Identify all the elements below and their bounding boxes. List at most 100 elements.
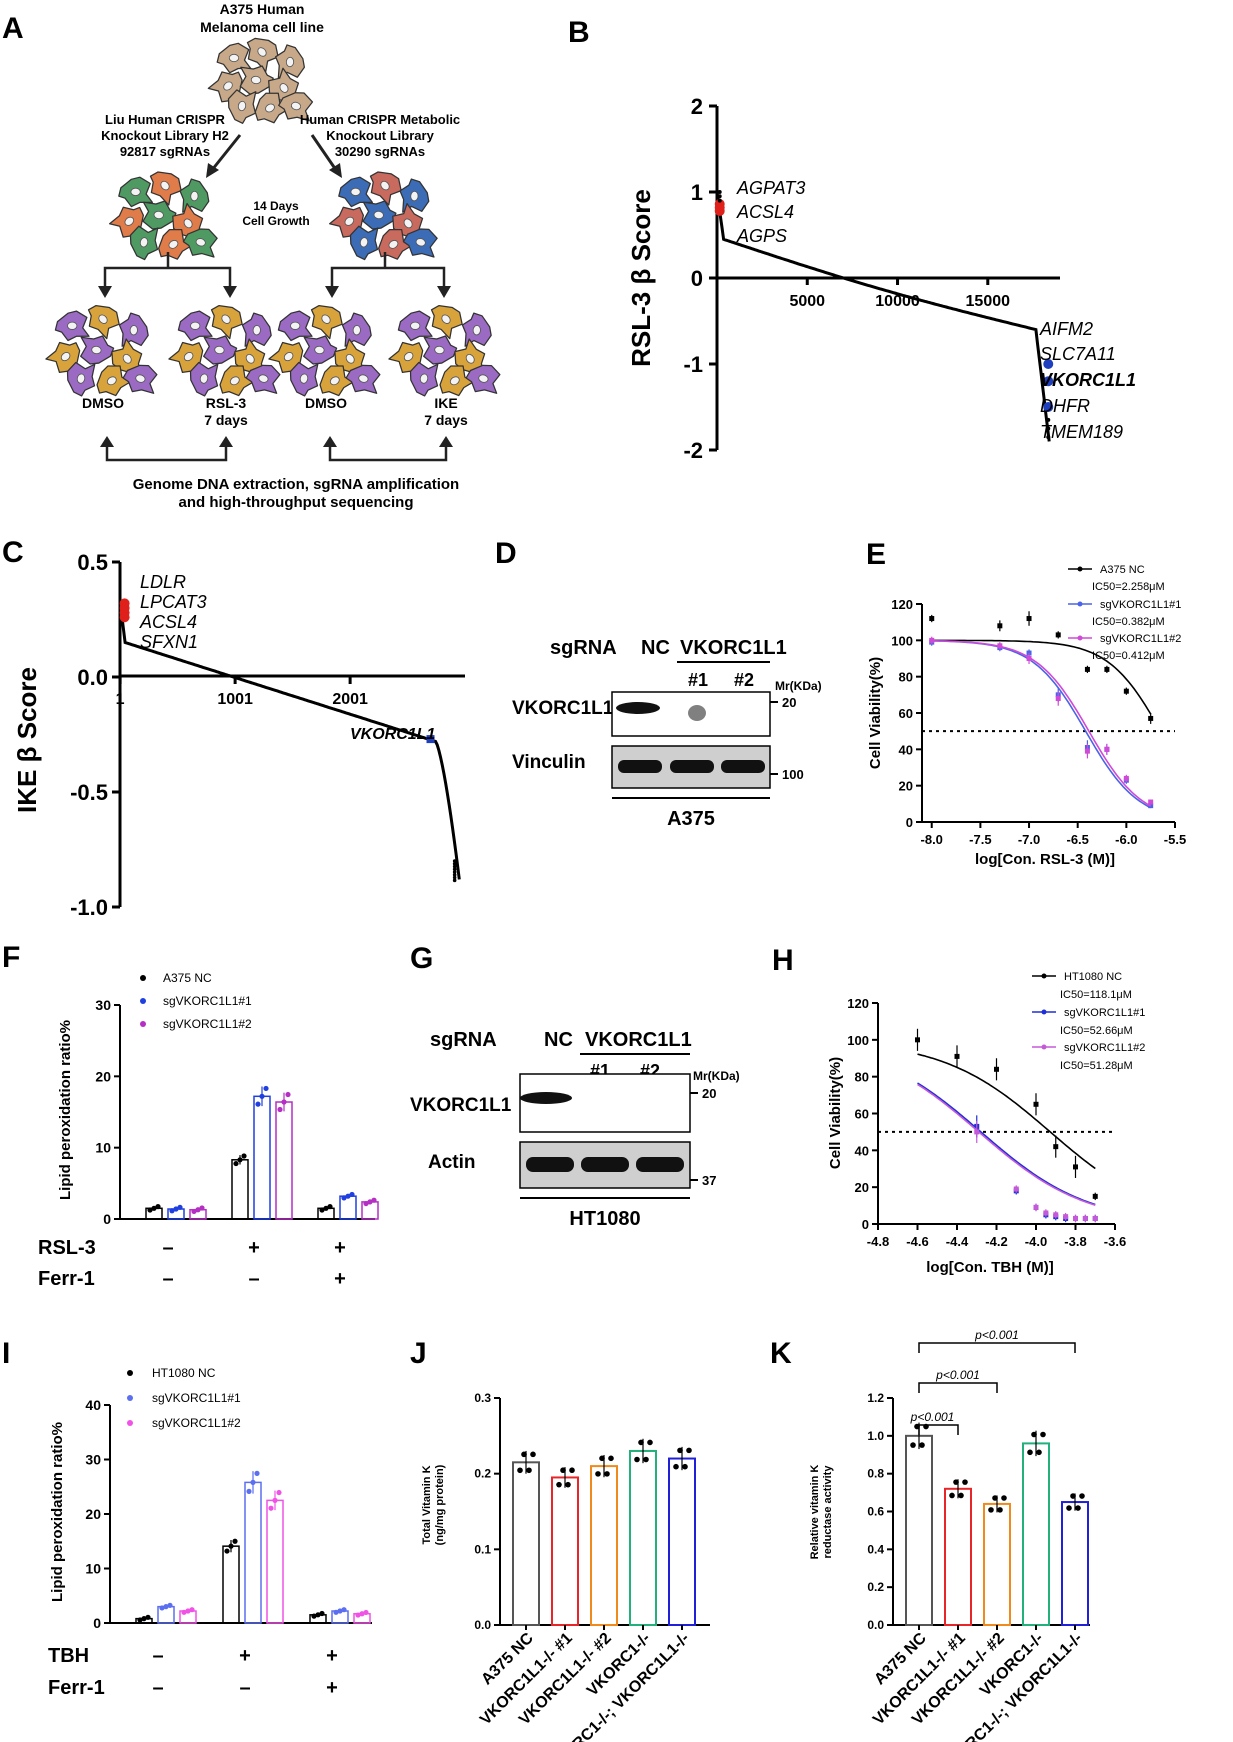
- e-y-tick-label: 20: [899, 779, 913, 794]
- cell-4: [203, 335, 238, 365]
- h-point: [974, 1129, 980, 1135]
- b-bottom-point: [1043, 402, 1054, 412]
- f-replicate-dot: [155, 1203, 161, 1210]
- d-mw-20: 20: [782, 695, 796, 710]
- c-vkorc1l1-point: [426, 735, 435, 744]
- k-replicate-dot: [1075, 1505, 1081, 1511]
- cell-nucleus: [465, 353, 475, 364]
- g-mw-37: 37: [702, 1173, 716, 1188]
- k-replicate-dot: [949, 1492, 955, 1499]
- cell-4: [80, 335, 115, 365]
- cell-nucleus: [237, 100, 247, 112]
- b-gene-tmem189: TMEM189: [1040, 422, 1123, 442]
- b-gene-slc7a11: SLC7A11: [1040, 344, 1116, 364]
- cell-nucleus: [98, 314, 108, 324]
- b-y-tick-label: -2: [683, 438, 703, 463]
- cell-1: [210, 304, 243, 340]
- cell-nucleus: [419, 373, 429, 384]
- f-ticks: 0 10 20 30: [95, 997, 120, 1227]
- h-y-tick-label: 40: [855, 1143, 869, 1158]
- j-y-tick-label: 0.2: [474, 1467, 491, 1481]
- c-y-tick-label: -0.5: [70, 780, 108, 805]
- cell-0: [54, 310, 90, 342]
- b-x-tick-label: 15000: [966, 293, 1011, 310]
- growth-label-1: 14 Days: [253, 199, 299, 213]
- h-y-tick-label: 0: [862, 1217, 869, 1232]
- k-y-tick-label: 0.0: [867, 1618, 884, 1632]
- f-y-tick-label: 30: [95, 997, 111, 1013]
- cell-nucleus: [223, 81, 233, 91]
- i-replicate-dot: [254, 1470, 260, 1476]
- i-legend: HT1080 NC sgVKORC1L1#1 sgVKORC1L1#2: [127, 1366, 241, 1430]
- cell-nucleus: [359, 237, 369, 248]
- panel-d: D sgRNA NC VKORC1L1 #1 #2 Mr(KDa) VKORC1…: [495, 537, 822, 830]
- i-legend-dot-1: [127, 1370, 133, 1376]
- cell-6: [66, 361, 96, 397]
- i-replicate-dot: [268, 1505, 274, 1511]
- c-gene-vkorc1l1: VKORC1L1: [350, 726, 435, 743]
- e-y-tick-label: 60: [899, 706, 913, 721]
- j-y-tick-label: 0.3: [474, 1391, 491, 1405]
- c-top-point: [119, 598, 130, 609]
- cell-cluster-rsl3: [168, 304, 281, 397]
- b-y-tick-label: 2: [691, 94, 703, 119]
- k-y-tick-label: 0.8: [867, 1467, 884, 1481]
- cell-nucleus: [122, 353, 132, 364]
- cell-6: [289, 361, 319, 397]
- cell-nucleus: [60, 352, 71, 362]
- cell-nucleus: [129, 325, 138, 336]
- growth-label-2: Cell Growth: [242, 214, 309, 228]
- cell-nucleus: [67, 321, 78, 330]
- j-replicate-dot: [634, 1456, 640, 1463]
- i-y-tick-label: 10: [85, 1561, 101, 1577]
- i-legend-1: HT1080 NC: [152, 1366, 216, 1380]
- library-right-3: 30290 sgRNAs: [335, 144, 425, 159]
- f-row1-sign: +: [334, 1237, 346, 1259]
- i-replicate-dot: [276, 1489, 282, 1496]
- arrow-to-left-library: [210, 134, 242, 171]
- cell-0: [277, 310, 313, 342]
- panel-i-label: I: [2, 1337, 10, 1370]
- cell-nucleus: [321, 314, 331, 324]
- e-y-tick-label: 80: [899, 670, 913, 685]
- bracket-arrow-1: [100, 436, 114, 447]
- f-legend-2: sgVKORC1L1#1: [163, 994, 252, 1008]
- cell-1: [369, 171, 402, 206]
- b-bottom-point-black: [1046, 417, 1051, 422]
- i-legend-dot-2: [127, 1395, 133, 1401]
- k-bar: [1022, 1442, 1050, 1627]
- c-y-axis-title: IKE β Score: [12, 667, 42, 813]
- e-x-tick-label: -6.0: [1115, 832, 1137, 847]
- j-y-axis-title-1: Total Vitamin K: [421, 1465, 433, 1544]
- e-x-axis-title: log[Con. RSL-3 (M)]: [975, 851, 1115, 868]
- panel-e-label: E: [866, 538, 886, 571]
- b-bottom-point-black: [1046, 435, 1051, 440]
- b-top-point-black: [717, 198, 722, 203]
- i-y-tick-label: 20: [85, 1506, 101, 1522]
- b-gene-vkorc1l1: VKORC1L1: [1040, 370, 1136, 390]
- c-bottom-point: [452, 878, 457, 883]
- bracket-arrow-3: [323, 436, 337, 447]
- panel-e: E 0 20 40 60 80 100 120 -8.0 -7.5 -7.0 -6.5 -6.0 -5.…: [866, 538, 1186, 868]
- cell-1: [246, 37, 279, 73]
- d-gene-label: VKORC1L1: [680, 637, 787, 659]
- f-bar: [253, 1095, 271, 1220]
- cell-nucleus: [195, 238, 206, 247]
- d-band-nc: [616, 702, 660, 714]
- cell-nucleus: [380, 180, 390, 191]
- k-bar: [944, 1487, 972, 1627]
- panel-j-label: J: [410, 1337, 427, 1370]
- e-point: [1148, 715, 1154, 721]
- h-y-tick-label: 60: [855, 1107, 869, 1122]
- cell-nucleus: [258, 374, 269, 383]
- cell-0: [397, 310, 433, 342]
- cell-0: [177, 310, 213, 342]
- k-replicate-dot: [910, 1442, 916, 1448]
- j-replicate-dot: [608, 1455, 614, 1462]
- j-bar: [590, 1465, 618, 1626]
- i-ticks: 0 10 20 30 40: [85, 1397, 110, 1631]
- arm-label-rsl3: RSL-3: [206, 395, 247, 411]
- k-significance-bracket: [918, 1382, 998, 1393]
- f-replicate-dot: [363, 1200, 369, 1207]
- cell-nucleus: [441, 314, 451, 324]
